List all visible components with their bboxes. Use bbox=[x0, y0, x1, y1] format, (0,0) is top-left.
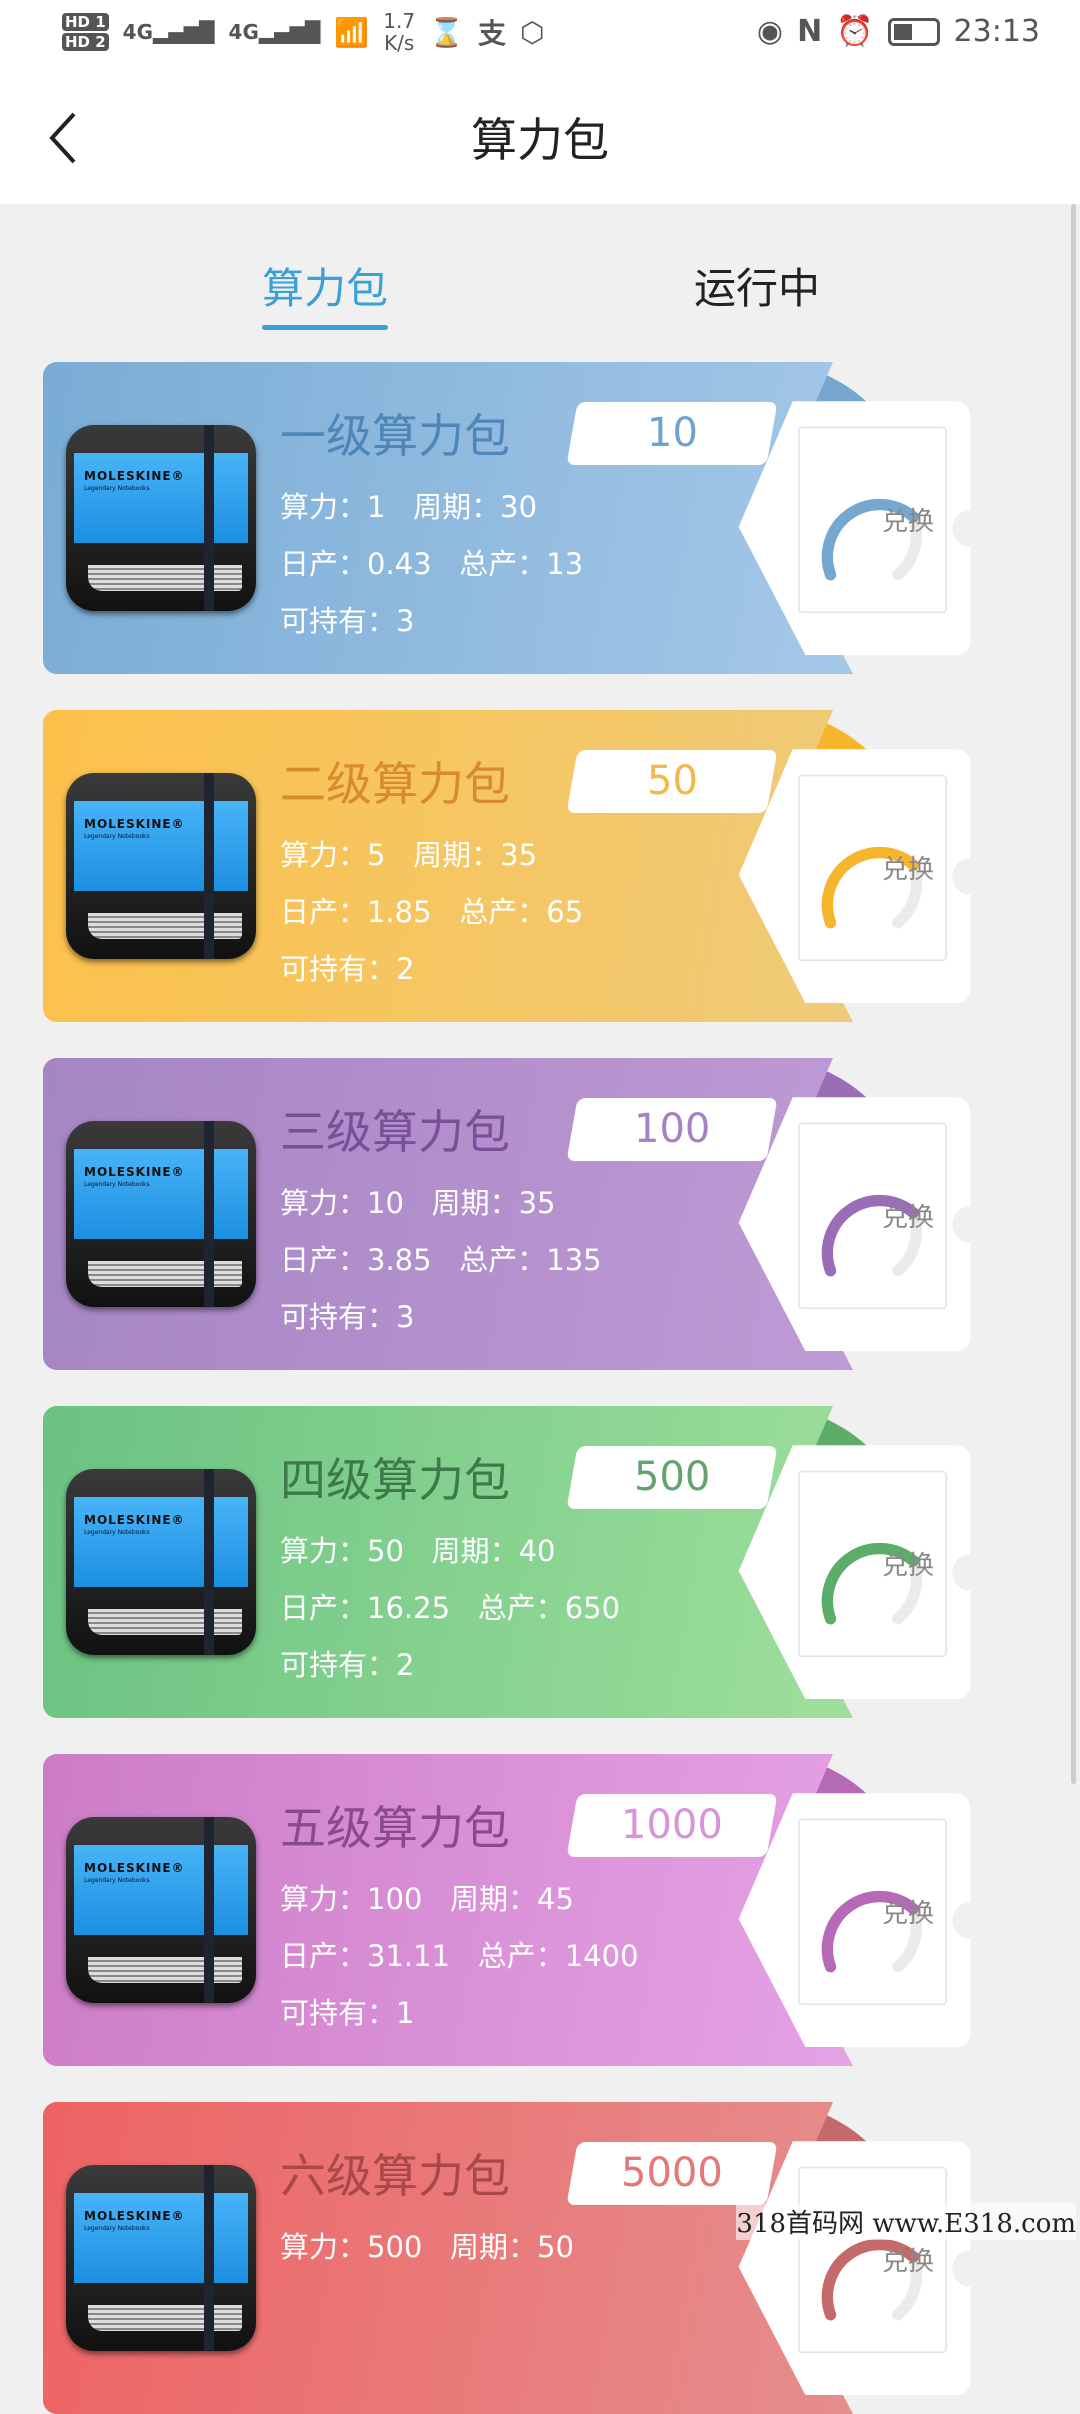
wifi-icon: 📶 bbox=[334, 16, 369, 49]
alipay-icon: 支 bbox=[478, 12, 506, 52]
hand-icon: ⬡ bbox=[520, 16, 544, 49]
watermark: 318首码网 www.E318.com bbox=[736, 2203, 1076, 2240]
package-card: MOLESKINE®Legendary Notebooks 二级算力包 50 算… bbox=[43, 710, 1035, 1022]
app-header: 算力包 bbox=[0, 72, 1080, 204]
alarm-icon: ⏰ bbox=[836, 14, 873, 49]
battery-icon bbox=[888, 18, 940, 46]
package-card: MOLESKINE®Legendary Notebooks 一级算力包 10 算… bbox=[43, 362, 1035, 674]
eye-icon: ◉ bbox=[757, 14, 783, 49]
scrollbar[interactable] bbox=[1071, 204, 1076, 1784]
nfc-icon: N bbox=[797, 14, 822, 49]
package-card: MOLESKINE®Legendary Notebooks 三级算力包 100 … bbox=[43, 1058, 1035, 1370]
package-card: MOLESKINE®Legendary Notebooks 六级算力包 5000… bbox=[43, 2102, 1035, 2414]
signal-icon: 4G▂▄▆█ bbox=[229, 20, 321, 44]
package-card: MOLESKINE®Legendary Notebooks 五级算力包 1000… bbox=[43, 1754, 1035, 2066]
signal-icon: 4G▂▄▆█ bbox=[123, 20, 215, 44]
clock: 23:13 bbox=[954, 14, 1040, 49]
hourglass-icon: ⌛ bbox=[429, 16, 464, 49]
tab-packages[interactable]: 算力包 bbox=[262, 255, 388, 316]
tab-running[interactable]: 运行中 bbox=[694, 255, 820, 316]
page-title: 算力包 bbox=[0, 104, 1080, 170]
package-card: MOLESKINE®Legendary Notebooks 四级算力包 500 … bbox=[43, 1406, 1035, 1718]
